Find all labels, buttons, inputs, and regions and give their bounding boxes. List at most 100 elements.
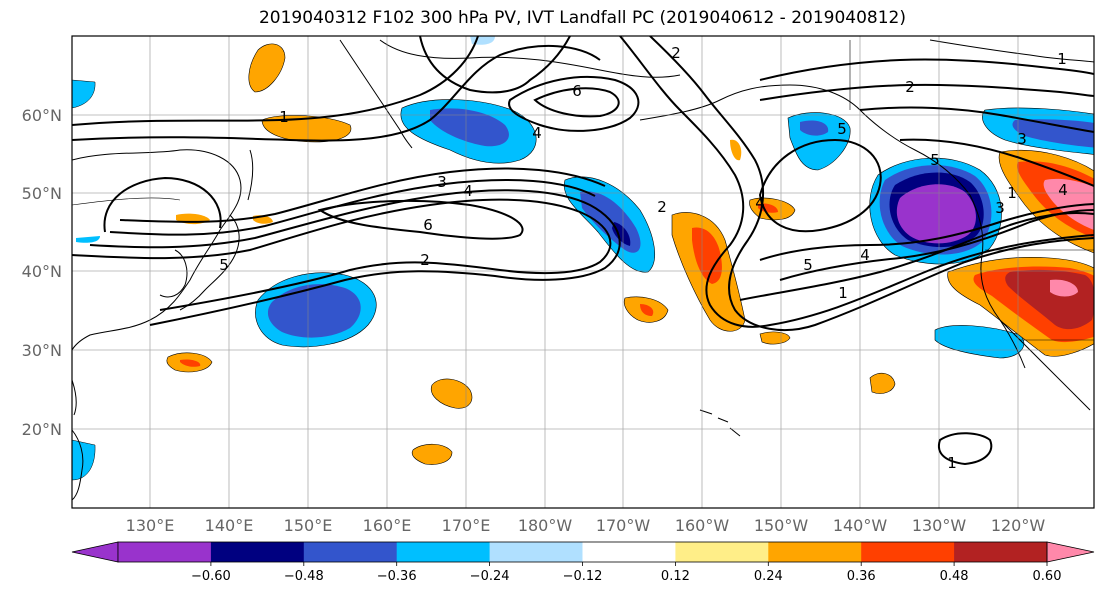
- contour-label: 2: [657, 198, 667, 216]
- colorbar-tick-label: 0.36: [847, 569, 876, 584]
- contour-label: 1: [947, 454, 957, 472]
- pos-anomaly-south-japan-core: [180, 359, 201, 367]
- contour-pv-ring-w: [103, 176, 222, 233]
- colorbar-tick-label: 0.48: [940, 569, 969, 584]
- contour-pv-2-north: [72, 45, 601, 142]
- pos-anomaly-okhotsk: [261, 115, 352, 143]
- latitude-label: 40°N: [22, 262, 62, 281]
- contour-label: 6: [572, 82, 582, 100]
- contour-pv-jet-2: [89, 189, 621, 326]
- contour-pv-gulf-loop: [758, 138, 882, 233]
- contour-pv-jet-1: [72, 198, 612, 311]
- contour-label: 3: [437, 173, 447, 191]
- contour-label: 5: [837, 120, 847, 138]
- longitude-label: 160°W: [675, 516, 730, 535]
- map-frame: [71, 35, 1095, 509]
- contour-pv-tropics-1: [937, 432, 993, 466]
- contour-pv-ridge-3: [859, 106, 1094, 133]
- pos-anomaly-central-small-core: [640, 304, 654, 316]
- pos-anomaly-midpac-south: [430, 378, 473, 409]
- pos-anomaly-gulf-small: [730, 139, 742, 161]
- map-title: 2019040312 F102 300 hPa PV, IVT Landfall…: [258, 8, 906, 28]
- pos-anomaly-west-canada-pink: [1043, 179, 1094, 230]
- contour-pv-s-curve: [619, 36, 1094, 328]
- colorbar-tick-label: 0.60: [1033, 569, 1062, 584]
- coast-hudson: [929, 39, 1094, 63]
- longitude-label: 130°W: [912, 516, 967, 535]
- colorbar-segment: [675, 542, 769, 562]
- contour-label: 1: [838, 284, 848, 302]
- pos-anomaly-southwest-us-pink: [1050, 279, 1078, 297]
- longitude-label: 150°W: [754, 516, 809, 535]
- colorbar-segment: [303, 542, 398, 562]
- neg-anomaly-gulf-alaska-core: [800, 120, 829, 136]
- colorbar-segment: [210, 542, 305, 562]
- colorbar-tick-label: −0.12: [563, 569, 603, 584]
- coast-philippines: [72, 429, 84, 501]
- colorbar-segment: [489, 542, 583, 562]
- contour-label: 3: [995, 199, 1005, 217]
- longitude-label: 180°W: [518, 516, 573, 535]
- contour-labels: 1 2 3 4 5 6 2 4 3 6 2 5 1 2 3 4 5 4 5 1 …: [219, 44, 1068, 472]
- contour-pv-s-curve-2: [649, 36, 1094, 331]
- neg-anomaly-kamchatka-core: [430, 108, 509, 147]
- coast-japan: [179, 214, 240, 311]
- coast-asia: [72, 149, 242, 351]
- contour-pv-jet-4: [119, 167, 606, 223]
- contour-pv-kamchatka: [508, 75, 640, 132]
- longitude-label: 130°E: [126, 516, 175, 535]
- contour-label: 3: [1017, 130, 1027, 148]
- contour-label: 6: [423, 216, 433, 234]
- contour-pv-nw-3: [739, 212, 1094, 301]
- latitude-label: 50°N: [22, 184, 62, 203]
- contour-label: 5: [930, 151, 940, 169]
- latitude-label: 60°N: [22, 106, 62, 125]
- contour-label: 4: [1058, 181, 1068, 199]
- contour-pv-jet-3: [109, 179, 596, 236]
- contour-label: 4: [463, 182, 473, 200]
- contour-label: 2: [905, 78, 915, 96]
- colorbar-segment: [396, 542, 491, 562]
- contour-pv-ridge-1: [759, 58, 1094, 81]
- colorbar-segment: [582, 542, 676, 562]
- latitude-label: 30°N: [22, 341, 62, 360]
- coast-kamchatka: [339, 39, 413, 149]
- longitude-label: 150°E: [284, 516, 333, 535]
- colorbar-segment: [118, 542, 212, 562]
- contour-label: 4: [860, 246, 870, 264]
- contour-pv-6-core: [317, 199, 524, 240]
- contour-pv-siberia: [419, 36, 571, 94]
- longitude-label: 140°W: [833, 516, 888, 535]
- contour-label: 2: [420, 251, 430, 269]
- pos-anomaly-small-east: [759, 331, 791, 345]
- contour-label: 1: [279, 108, 289, 126]
- contour-label: 5: [803, 256, 813, 274]
- contour-label: 4: [532, 124, 542, 142]
- colorbar-tick-label: −0.24: [470, 569, 510, 584]
- colorbar-segment: [768, 542, 862, 562]
- contour-label: 2: [671, 44, 681, 62]
- neg-anomaly-canada-core: [1012, 119, 1094, 148]
- colorbar-tick-label: 0.24: [754, 569, 783, 584]
- colorbar-tick-label: 0.12: [661, 569, 690, 584]
- longitude-label: 160°E: [363, 516, 412, 535]
- border-china-mongolia: [72, 197, 181, 206]
- longitude-label: 170°E: [442, 516, 491, 535]
- coast-baja: [999, 319, 1026, 369]
- longitude-label: 170°W: [596, 516, 651, 535]
- pos-anomaly-tropics: [411, 443, 453, 465]
- pos-anomaly-dateline-core: [692, 227, 722, 284]
- colorbar-tick-label: −0.60: [191, 569, 231, 584]
- contour-label: 1: [1007, 184, 1017, 202]
- contour-pv-ridge-4: [899, 138, 1094, 187]
- colorbar-tick-label: −0.36: [377, 569, 417, 584]
- longitude-labels: 130°E 140°E 150°E 160°E 170°E 180°W 170°W 160°W…: [126, 516, 1046, 535]
- pos-anomaly-siberia: [248, 43, 286, 93]
- neg-anomaly-nw-coast-core: [896, 184, 976, 244]
- colorbar-extend-high: [1046, 541, 1095, 563]
- coast-taiwan: [72, 379, 77, 416]
- contour-pv-ridge-2: [759, 83, 1094, 101]
- colorbar-tick-label: −0.48: [284, 569, 324, 584]
- longitude-label: 140°E: [205, 516, 254, 535]
